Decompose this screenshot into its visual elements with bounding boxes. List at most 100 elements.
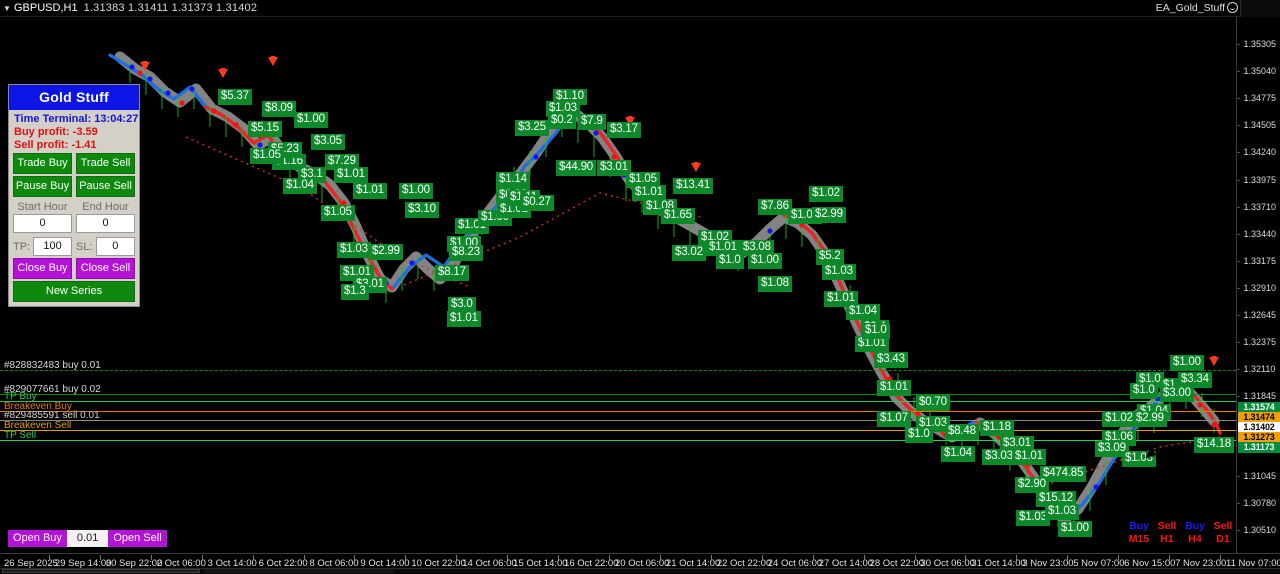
open-order-bar: Open Buy 0.01 Open Sell: [8, 530, 167, 547]
current-price-marker: 1.31574: [1238, 402, 1280, 413]
profit-tag: $5.2: [816, 249, 844, 265]
time-tick-label: 9 Oct 14:00: [360, 558, 410, 569]
time-tick-label: 5 Nov 07:00: [1073, 558, 1125, 569]
tp-sl-row: TP: 100 SL: 0: [9, 233, 139, 256]
pause-buy-button[interactable]: Pause Buy: [13, 176, 72, 197]
ea-name-text: EA_Gold_Stuff: [1155, 2, 1225, 14]
mtf-signal-sell: Sell: [1157, 520, 1177, 532]
new-series-row: New Series: [9, 279, 139, 302]
buy-profit-row: Buy profit: -3.59: [9, 125, 139, 138]
titlebar-corner-box: [1240, 0, 1280, 17]
end-hour-label: End Hour: [82, 201, 129, 213]
profit-tag: $3.01: [1000, 436, 1034, 452]
timescale-scrollbar[interactable]: [0, 568, 1280, 574]
current-price-marker: 1.31474: [1238, 412, 1280, 423]
profit-tag: $1.01: [353, 183, 387, 199]
current-price-marker: 1.31402: [1238, 422, 1280, 433]
ea-control-panel: Gold Stuff Time Terminal: 13:04:27 Buy p…: [8, 84, 140, 307]
trade-sell-button[interactable]: Trade Sell: [76, 153, 135, 174]
profit-tag: $2.99: [812, 207, 846, 223]
profit-tag: $1.01: [447, 311, 481, 327]
profit-tag: $1.01: [855, 336, 889, 352]
mtf-timeframe-h4: H4: [1188, 533, 1202, 545]
time-tick-label: 3 Nov 23:00: [1022, 558, 1074, 569]
profit-tag: $3.00: [1160, 386, 1194, 402]
price-tick: - 1.30510: [1237, 525, 1277, 535]
order-line-label: Breakeven Sell: [4, 420, 72, 431]
time-scale[interactable]: 26 Sep 2025 29 Sep 14:00 30 Sep 22:00 2 Oct…: [0, 553, 1280, 574]
order-line[interactable]: [0, 420, 1236, 421]
chart-plot-area[interactable]: #828832483 buy 0.01 #829077661 buy 0.02 TP…: [0, 17, 1236, 553]
order-line[interactable]: [0, 411, 1236, 412]
profit-tag: $3.05: [311, 134, 345, 150]
chart-symbol-label: GBPUSD,H1: [14, 2, 78, 14]
order-line[interactable]: [0, 430, 1236, 431]
profit-tag: $1.01: [877, 380, 911, 396]
open-buy-button[interactable]: Open Buy: [8, 530, 67, 547]
order-line[interactable]: [0, 394, 1236, 395]
sell-profit-value: -1.41: [71, 139, 97, 151]
hour-inputs-row: 0 0: [9, 213, 139, 233]
timescale-scroll-track[interactable]: [204, 569, 394, 573]
close-sell-button[interactable]: Close Sell: [76, 258, 135, 279]
mtf-signal-sell: Sell: [1213, 520, 1233, 532]
end-hour-input[interactable]: 0: [76, 214, 135, 233]
open-sell-button[interactable]: Open Sell: [108, 530, 167, 547]
time-tick-label: 20 Oct 06:00: [615, 558, 670, 569]
time-tick-separator: [1220, 555, 1221, 560]
price-tick: - 1.32110: [1237, 364, 1276, 374]
price-tick: - 1.33175: [1237, 256, 1277, 266]
profit-tag: $13.41: [673, 178, 713, 194]
order-line[interactable]: [0, 370, 1236, 371]
time-tick-label: 22 Oct 22:00: [716, 558, 772, 569]
profit-tag: $3.34: [1178, 372, 1212, 388]
caret-down-icon[interactable]: ▼: [3, 4, 11, 13]
profit-tag: $8.09: [262, 101, 296, 117]
chart-titlebar: ▼ GBPUSD,H1 1.31383 1.31411 1.31373 1.3140…: [0, 0, 1280, 17]
profit-tag: $1.01: [706, 240, 740, 256]
pause-sell-button[interactable]: Pause Sell: [76, 176, 135, 197]
price-tick: - 1.34240: [1237, 147, 1277, 157]
profit-tag: $3.25: [515, 120, 549, 136]
time-tick-separator: [812, 555, 814, 560]
mtf-signal-panel: Buy Sell Buy Sell M15 H1 H4 D1: [1128, 520, 1234, 546]
profit-tag: $1.18: [980, 420, 1014, 436]
profit-tag: $2.99: [369, 244, 403, 260]
bullish-trend-line: [108, 53, 208, 109]
close-buttons-row: Close Buy Close Sell: [9, 256, 139, 279]
time-tick-separator: [914, 555, 916, 560]
profit-tag: $1.01: [632, 185, 666, 201]
time-tick-separator: [1169, 555, 1171, 560]
order-line[interactable]: [0, 401, 1236, 402]
tp-input[interactable]: 100: [33, 237, 72, 256]
sl-input[interactable]: 0: [95, 237, 135, 256]
timescale-scroll-thumb[interactable]: [2, 569, 200, 573]
start-hour-input[interactable]: 0: [13, 214, 72, 233]
profit-tag: $7.9: [578, 114, 606, 130]
time-tick-label: 14 Oct 06:00: [462, 558, 517, 569]
profit-tag: $1.02: [809, 186, 843, 202]
profit-tag: $1.01: [1012, 449, 1046, 465]
sell-signal-arrow: [218, 68, 228, 78]
new-series-button[interactable]: New Series: [13, 281, 135, 302]
pause-buttons-row: Pause Buy Pause Sell: [9, 174, 139, 197]
mtf-timeframe-d1: D1: [1216, 533, 1230, 545]
time-tick-label: 27 Oct 14:00: [818, 558, 874, 569]
profit-tag: $2.99: [1133, 411, 1167, 427]
close-buy-button[interactable]: Close Buy: [13, 258, 72, 279]
profit-tag: $1.0: [862, 323, 890, 339]
profit-tag: $14.18: [1194, 437, 1234, 453]
price-scale[interactable]: - 1.35305 - 1.35040 - 1.34775 - 1.34505 - 1.…: [1236, 17, 1280, 562]
time-tick-separator: [965, 555, 967, 560]
profit-tag: $1.03: [337, 242, 371, 258]
trade-buy-button[interactable]: Trade Buy: [13, 153, 72, 174]
start-hour-label: Start Hour: [17, 201, 68, 213]
profit-tag: $1.04: [846, 304, 880, 320]
lot-size-input[interactable]: 0.01: [66, 530, 109, 547]
order-line[interactable]: [0, 440, 1236, 441]
time-tick-separator: [558, 555, 560, 560]
profit-tag: $1.3: [341, 284, 369, 300]
profit-tag: $3.03: [982, 449, 1016, 465]
order-line-label: #829485591 sell 0.01: [4, 410, 100, 421]
